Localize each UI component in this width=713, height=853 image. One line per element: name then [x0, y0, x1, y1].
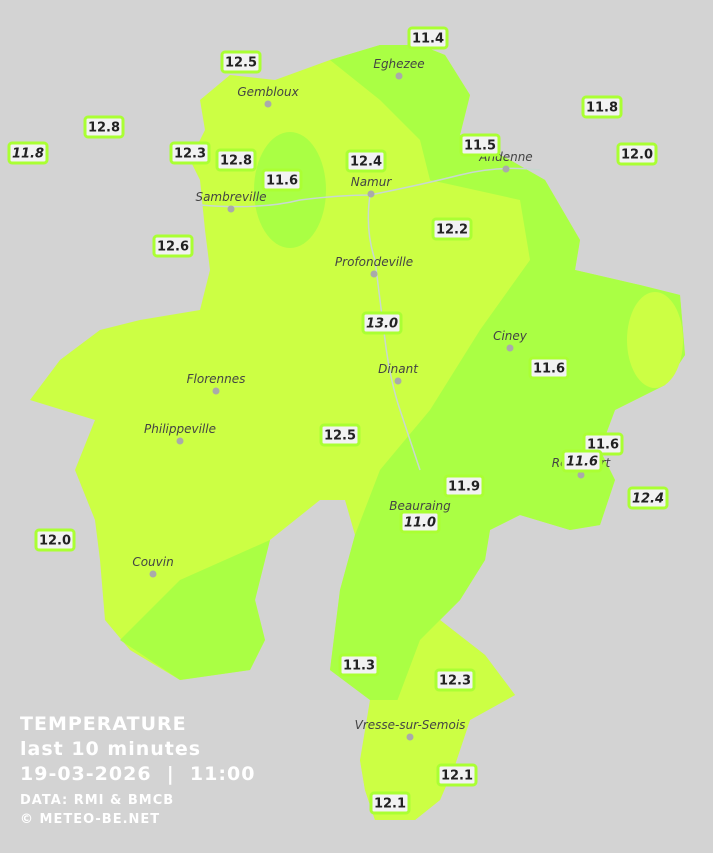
station-value: 12.3	[439, 674, 471, 689]
station-value: 11.5	[464, 139, 496, 154]
station-value: 12.8	[220, 154, 252, 169]
station-box	[459, 133, 501, 157]
station-box	[407, 26, 449, 50]
station-box	[83, 115, 125, 139]
station-box	[319, 423, 361, 447]
station-value: 11.8	[586, 101, 618, 116]
station-value: 11.6	[266, 174, 298, 189]
legend-copyright: © METEO-BE.NET	[20, 812, 160, 827]
station-value: 12.4	[632, 492, 664, 507]
station-value: 12.5	[225, 56, 257, 71]
city-name: Eghezee	[373, 57, 424, 71]
city-dot	[406, 733, 414, 741]
station-value: 11.6	[587, 438, 619, 453]
zone-cool	[330, 45, 685, 700]
station-box	[261, 168, 303, 192]
station-value: 11.4	[412, 32, 444, 47]
zone-warm	[360, 620, 515, 820]
station-box	[215, 148, 257, 172]
station-value: 12.2	[436, 223, 468, 238]
city-dot	[367, 190, 375, 198]
city-name: Beauraing	[389, 499, 451, 513]
station-box	[436, 763, 478, 787]
station-box	[345, 149, 387, 173]
station-box	[443, 474, 485, 498]
station-box	[627, 486, 669, 510]
station-box	[616, 142, 658, 166]
city-name: Couvin	[132, 555, 173, 569]
zone-warm	[627, 292, 683, 388]
station-value: 12.1	[374, 797, 406, 812]
station-box	[220, 50, 262, 74]
station-value: 11.6	[566, 455, 598, 470]
station-value: 12.3	[174, 147, 206, 162]
station-value: 11.0	[404, 516, 436, 531]
station-value: 12.8	[88, 121, 120, 136]
station-value: 12.0	[39, 534, 71, 549]
station-box	[369, 791, 411, 815]
city-name: Philippeville	[144, 422, 216, 436]
city-dot	[577, 471, 585, 479]
city-dot	[149, 570, 157, 578]
station-value: 12.1	[441, 769, 473, 784]
station-box	[169, 141, 211, 165]
city-dot	[394, 377, 402, 385]
station-box	[7, 141, 49, 165]
station-value: 13.0	[366, 317, 398, 332]
station-value: 12.5	[324, 429, 356, 444]
legend-period: last 10 minutes	[20, 738, 201, 760]
station-box	[338, 653, 380, 677]
city-dot	[502, 165, 510, 173]
city-name: Gembloux	[237, 85, 299, 99]
legend-title: TEMPERATURE	[20, 713, 187, 735]
city-name: Ciney	[493, 329, 528, 343]
city-name: Florennes	[187, 372, 246, 386]
city-dot	[395, 72, 403, 80]
station-value: 12.0	[621, 148, 653, 163]
city-name: Sambreville	[195, 190, 266, 204]
station-value: 12.6	[157, 240, 189, 255]
station-box	[361, 311, 403, 335]
city-dot	[227, 205, 235, 213]
station-box	[431, 217, 473, 241]
city-dot	[176, 437, 184, 445]
station-value: 12.4	[350, 155, 382, 170]
city-dot	[370, 270, 378, 278]
station-value: 11.3	[343, 659, 375, 674]
station-box	[528, 356, 570, 380]
station-box	[581, 95, 623, 119]
city-dot	[212, 387, 220, 395]
station-value: 11.6	[533, 362, 565, 377]
station-box	[152, 234, 194, 258]
station-box	[582, 432, 624, 456]
station-box	[399, 510, 441, 534]
legend-source: DATA: RMI & BMCB	[20, 793, 174, 808]
city-dot	[506, 344, 514, 352]
zone-cool	[120, 540, 270, 680]
legend-datetime: 19-03-2026 | 11:00	[20, 763, 255, 785]
city-dot	[264, 100, 272, 108]
city-name: Dinant	[378, 362, 419, 376]
station-value: 11.8	[12, 147, 44, 162]
station-value: 11.9	[448, 480, 480, 495]
city-name: Profondeville	[335, 255, 413, 269]
city-name: Vresse-sur-Semois	[355, 718, 466, 732]
city-name: Namur	[351, 175, 393, 189]
station-box	[434, 668, 476, 692]
station-box	[561, 449, 603, 473]
station-box	[34, 528, 76, 552]
